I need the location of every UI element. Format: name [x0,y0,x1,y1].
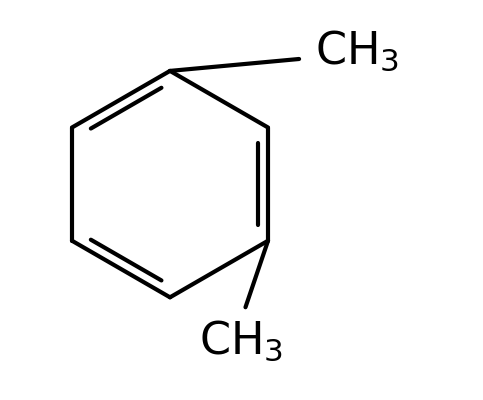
Text: CH$_3$: CH$_3$ [315,29,399,73]
Text: CH$_3$: CH$_3$ [199,319,284,363]
